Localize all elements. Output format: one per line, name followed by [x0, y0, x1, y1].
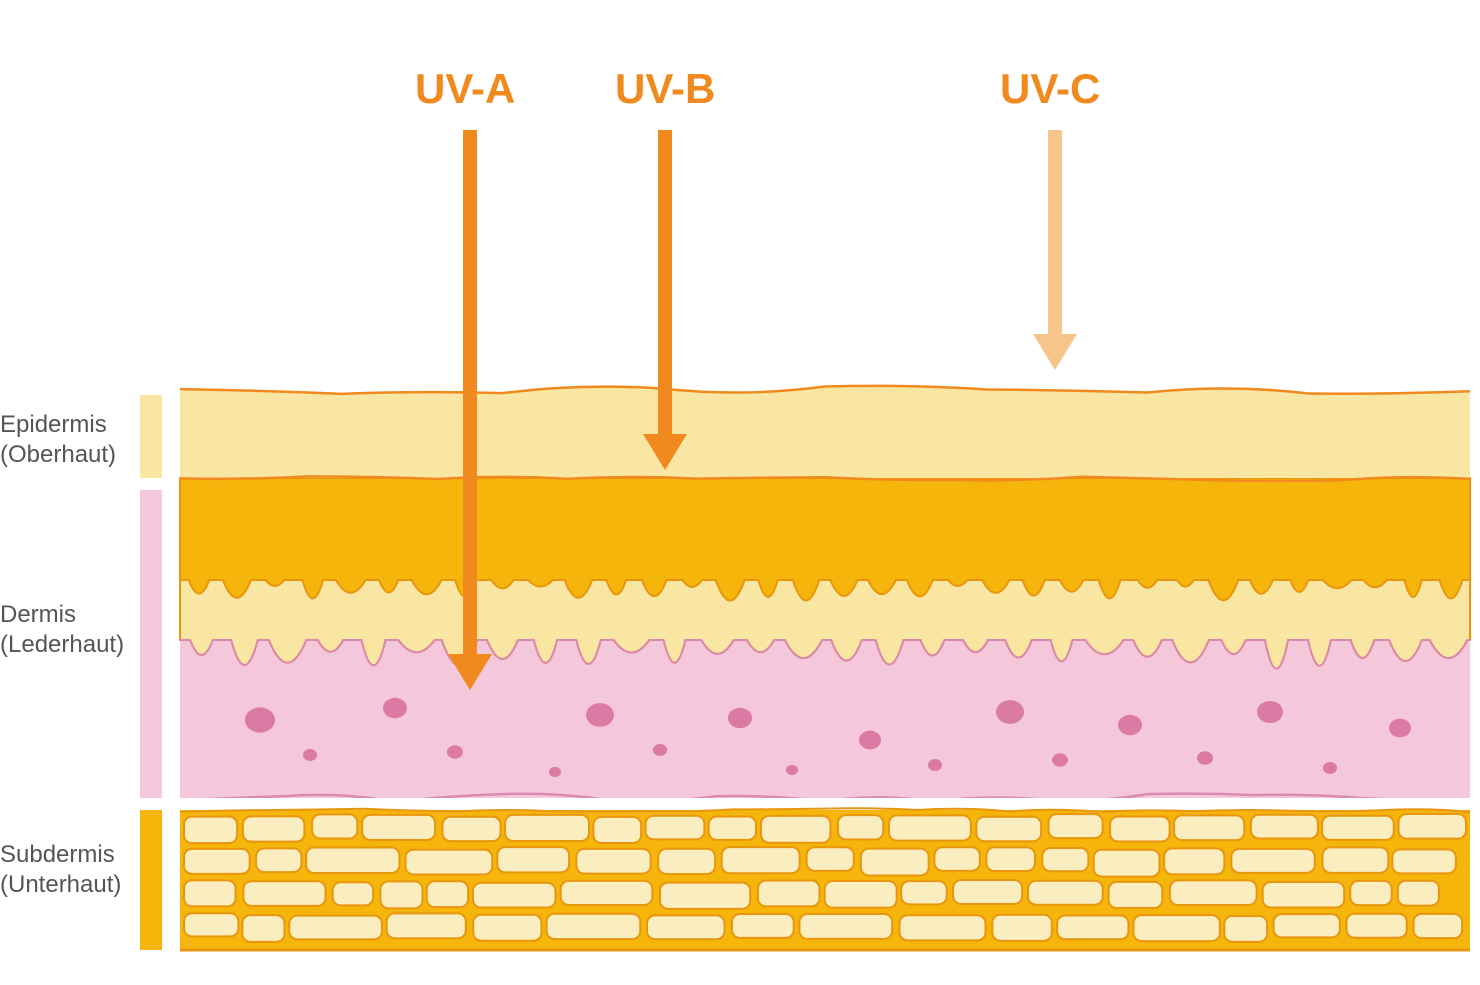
- dermis-label-line1: Dermis: [0, 601, 76, 628]
- epidermis-color-bar: [140, 395, 162, 478]
- dermis-color-bar: [140, 490, 162, 798]
- epidermis-label-line1: Epidermis: [0, 411, 107, 438]
- uv-c-label: UV-C: [1000, 65, 1100, 113]
- uv-a-label: UV-A: [415, 65, 515, 113]
- epidermis-label-line2: (Oberhaut): [0, 441, 116, 468]
- subdermis-color-bar: [140, 810, 162, 950]
- epidermis-label: Epidermis (Oberhaut): [0, 410, 116, 470]
- diagram-stage: UV-A UV-B UV-C Epidermis (Oberhaut) Derm…: [0, 0, 1480, 985]
- dermis-label: Dermis (Lederhaut): [0, 600, 124, 660]
- skin-diagram: [0, 0, 1480, 985]
- subdermis-label-line1: Subdermis: [0, 841, 115, 868]
- subdermis-label-line2: (Unterhaut): [0, 871, 121, 898]
- dermis-label-line2: (Lederhaut): [0, 631, 124, 658]
- subdermis-label: Subdermis (Unterhaut): [0, 840, 121, 900]
- uv-b-label: UV-B: [615, 65, 715, 113]
